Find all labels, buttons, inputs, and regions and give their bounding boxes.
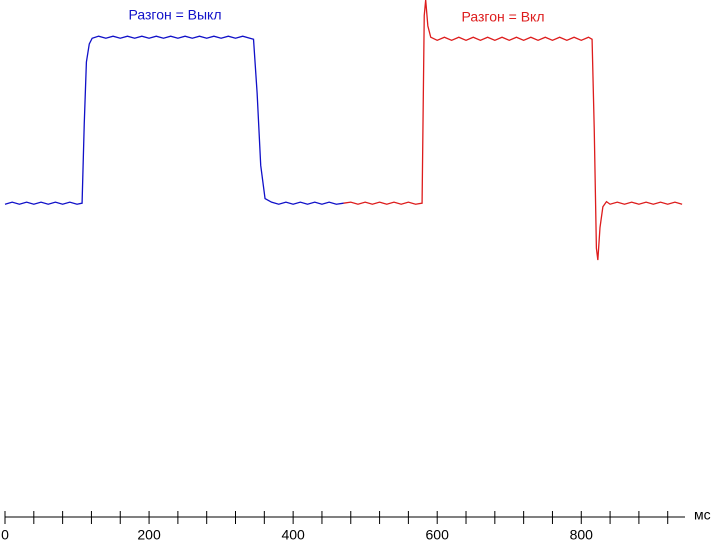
series-label: Разгон = Вкл <box>462 9 545 25</box>
x-tick-label: 200 <box>137 527 161 542</box>
x-tick-label: 800 <box>570 527 594 542</box>
series-label: Разгон = Выкл <box>128 7 221 23</box>
x-tick-label: 600 <box>426 527 450 542</box>
series-line <box>343 0 683 261</box>
x-tick-label: 0 <box>1 527 9 542</box>
x-tick-label: 400 <box>281 527 305 542</box>
x-unit: мс <box>694 507 711 523</box>
series-line <box>4 35 344 205</box>
